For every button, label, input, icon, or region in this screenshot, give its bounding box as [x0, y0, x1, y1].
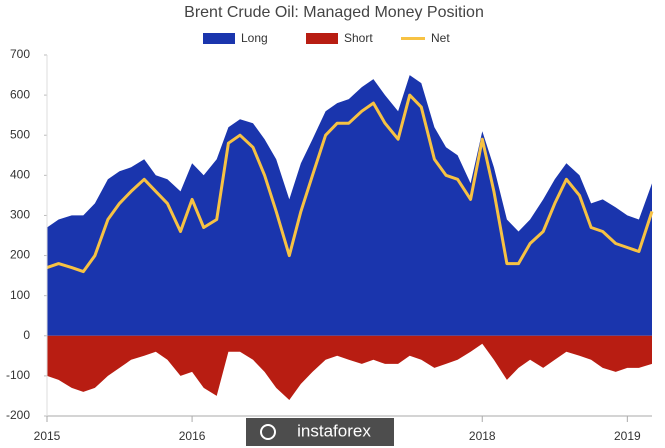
- legend-label: Short: [344, 31, 373, 45]
- x-tick-label: 2019: [614, 429, 641, 443]
- watermark-icon: [260, 424, 276, 440]
- y-tick-label: 600: [10, 87, 30, 101]
- y-tick-label: 400: [10, 168, 30, 182]
- plot-area: -200 -100 0 100 200 300 400 500 600 700 2015 2016 20…: [6, 47, 654, 443]
- y-tick-label: 100: [10, 288, 30, 302]
- x-tick-label: 2015: [34, 429, 61, 443]
- chart-title: Brent Crude Oil: Managed Money Position: [184, 4, 484, 21]
- y-tick-label: -200: [6, 408, 30, 422]
- area-0: [47, 75, 652, 336]
- x-tick-label: 2018: [469, 429, 496, 443]
- watermark-box: [246, 418, 394, 446]
- watermark: instaforex: [297, 421, 371, 440]
- legend-label: Long: [241, 31, 268, 45]
- net-line: [46, 93, 654, 274]
- legend: Long Short Net: [203, 31, 450, 45]
- legend-label: Net: [431, 31, 450, 45]
- legend-swatch: [401, 37, 425, 40]
- y-tick-label: 0: [23, 328, 30, 342]
- y-tick-label: 500: [10, 127, 30, 141]
- legend-swatch: [203, 33, 235, 44]
- y-tick-label: 300: [10, 208, 30, 222]
- x-tick-label: 2016: [179, 429, 206, 443]
- y-tick-label: -100: [6, 368, 30, 382]
- legend-swatch: [306, 33, 338, 44]
- y-tick-label: 200: [10, 248, 30, 262]
- area-1: [47, 335, 652, 400]
- y-tick-label: 700: [10, 47, 30, 61]
